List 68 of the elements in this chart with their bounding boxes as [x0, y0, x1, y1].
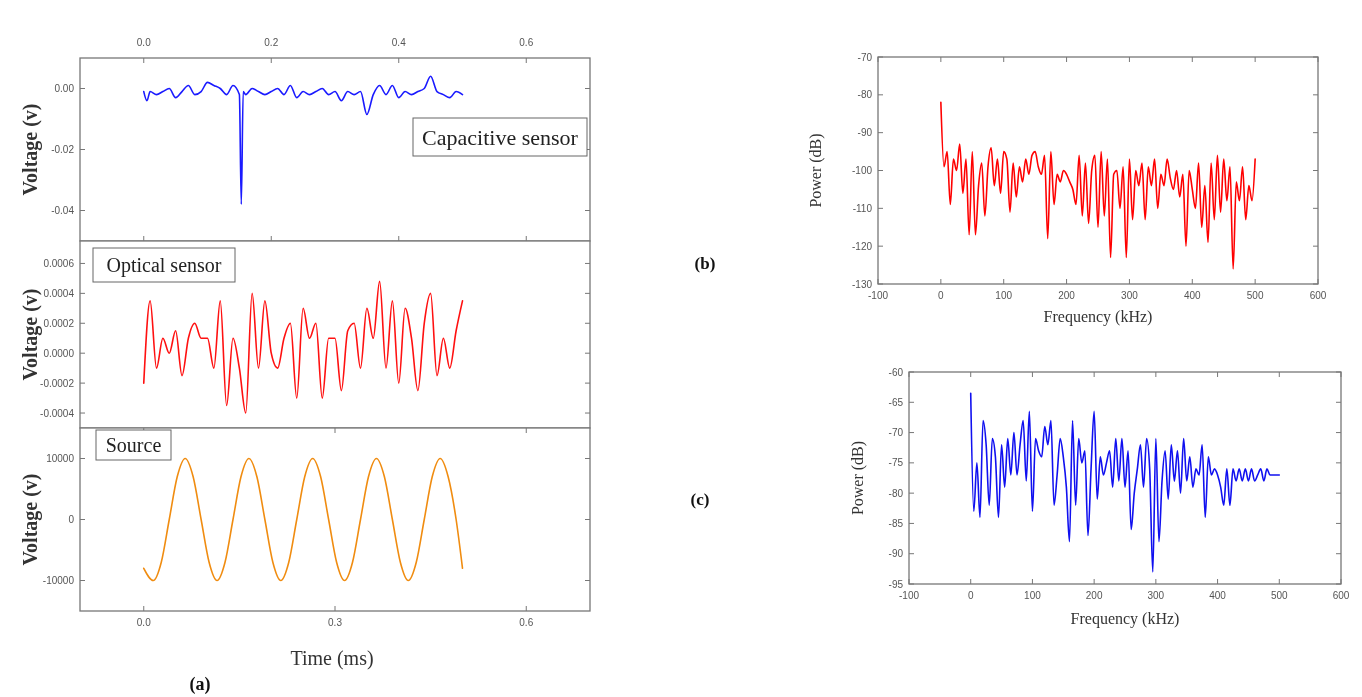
x-tick-label: 200 [1058, 290, 1076, 301]
x-axis-title: Frequency (kHz) [1043, 308, 1153, 326]
x-tick-label: 0.0 [136, 617, 152, 628]
y-tick-label: -90 [888, 548, 904, 560]
x-tick-label: 400 [1209, 590, 1227, 601]
x2-tick-label: 0.2 [264, 37, 279, 48]
x-tick-label: 400 [1183, 290, 1202, 301]
x-tick-label: 300 [1121, 290, 1139, 301]
x-tick-label: 0.3 [328, 617, 343, 628]
y-tick-label: -0.02 [51, 144, 75, 155]
annotation: Capacitive sensor [422, 124, 579, 150]
y-axis-title: Power (dB) [848, 440, 867, 516]
x-axis-title: Frequency (kHz) [1070, 610, 1180, 628]
y-tick-label: -0.0004 [40, 407, 75, 419]
y-tick-label: -130 [851, 278, 873, 290]
line-series [940, 101, 1256, 270]
x2-tick-label: 0.0 [136, 37, 152, 48]
y-tick-label: -80 [857, 89, 873, 101]
line-series [969, 392, 1281, 573]
y-tick-label: -110 [852, 202, 873, 214]
y-tick-label: -100 [851, 165, 873, 176]
y-tick-label: 0.0004 [43, 287, 75, 299]
text: (c) [690, 490, 710, 509]
y-tick-label: -60 [888, 366, 904, 378]
x-tick-label: 300 [1147, 590, 1165, 601]
x2-tick-label: 0.6 [519, 37, 534, 48]
x-tick-label: -100 [867, 290, 889, 301]
y-tick-label: -10000 [42, 575, 75, 586]
y-tick-label: 0.00 [54, 83, 75, 94]
y-tick-label: -65 [888, 396, 904, 408]
y-tick-label: 10000 [46, 453, 75, 464]
text: (a) [189, 674, 211, 695]
x-tick-label: 100 [1024, 590, 1042, 601]
x-tick-label: 0 [938, 290, 945, 301]
y-tick-label: -85 [888, 517, 904, 529]
x-tick-label: 600 [1332, 590, 1350, 601]
x-tick-label: 0.6 [519, 617, 534, 628]
x2-tick-label: 0.4 [391, 37, 407, 48]
y-tick-label: 0 [68, 514, 75, 525]
y-axis-title: Power (dB) [806, 133, 825, 208]
y-tick-label: 0.0006 [43, 257, 75, 269]
y-tick-label: -70 [857, 51, 873, 63]
annotation: Source [105, 434, 162, 456]
x-tick-label: 0 [967, 590, 974, 601]
x-tick-label: 500 [1246, 290, 1264, 301]
y-axis-title: Voltage (v) [19, 288, 42, 381]
x-axis-title: Time (ms) [290, 647, 374, 670]
y-tick-label: 0.0000 [43, 347, 75, 359]
y-tick-label: -0.0002 [40, 377, 75, 389]
y-tick-label: -120 [851, 240, 873, 252]
y-tick-label: -75 [888, 457, 904, 469]
x-tick-label: 600 [1309, 290, 1327, 301]
line-series [142, 280, 464, 414]
y-tick-label: 0.0002 [43, 317, 75, 329]
x-tick-label: 200 [1085, 590, 1103, 601]
text: (b) [694, 254, 716, 273]
y-tick-label: -80 [888, 487, 904, 499]
y-axis-title: Voltage (v) [19, 103, 42, 196]
x-tick-label: 500 [1270, 590, 1289, 601]
y-axis-title: Voltage (v) [19, 473, 42, 566]
y-tick-label: -70 [888, 427, 904, 439]
y-tick-label: -95 [888, 578, 904, 590]
x-tick-label: -100 [898, 590, 920, 601]
line-series [142, 457, 464, 582]
x-tick-label: 100 [995, 290, 1013, 301]
y-tick-label: -90 [857, 127, 873, 139]
y-tick-label: -0.04 [51, 205, 75, 216]
annotation: Optical sensor [106, 254, 222, 277]
